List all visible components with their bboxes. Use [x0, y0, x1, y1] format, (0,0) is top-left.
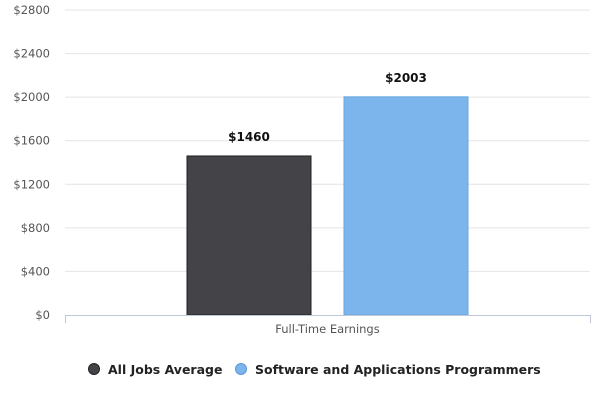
y-tick-label: $400: [21, 264, 50, 278]
legend-marker-icon: [235, 363, 247, 375]
y-tick-label: $800: [21, 221, 50, 235]
legend-marker-icon: [88, 363, 100, 375]
y-tick-label: $2000: [13, 90, 50, 104]
data-label: $2003: [385, 71, 427, 85]
legend-label: All Jobs Average: [108, 361, 223, 377]
data-label: $1460: [228, 130, 270, 144]
bar-all-jobs-average: [186, 155, 312, 316]
y-tick-label: $1600: [13, 134, 50, 148]
y-tick-label: $2400: [13, 47, 50, 61]
y-axis-ticks: $0 $400 $800 $1200 $1600 $2000 $2400 $2800: [13, 3, 50, 322]
legend-item-software-programmers[interactable]: Software and Applications Programmers: [235, 358, 541, 380]
bar-software-programmers: [343, 96, 469, 316]
y-tick-label: $0: [35, 308, 50, 322]
legend-item-all-jobs-average[interactable]: All Jobs Average: [88, 358, 222, 380]
x-tick-label: Full-Time Earnings: [275, 322, 379, 336]
data-labels: $1460 $2003: [228, 71, 427, 144]
x-axis: Full-Time Earnings: [65, 315, 591, 336]
y-tick-label: $1200: [13, 177, 50, 191]
y-tick-label: $2800: [13, 3, 50, 17]
legend-label: Software and Applications Programmers: [255, 361, 541, 377]
legend: All Jobs Average Software and Applicatio…: [0, 358, 600, 382]
gridlines: [65, 9, 590, 272]
